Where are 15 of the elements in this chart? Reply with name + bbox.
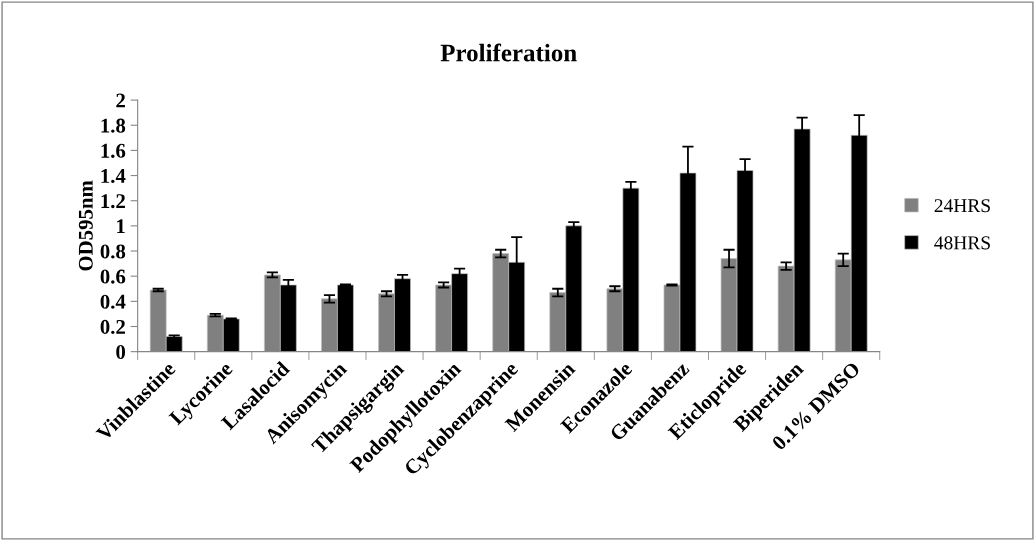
y-tick-label: 0 [116, 345, 126, 360]
y-tick-label: 0.6 [100, 269, 126, 284]
chart-title: Proliferation [440, 43, 577, 62]
legend-label: 48HRS [934, 236, 990, 250]
y-tick-label: 1 [117, 219, 125, 234]
y-tick-label: 0.8 [100, 244, 126, 259]
y-tick-label: 1.4 [101, 169, 126, 184]
y-tick-label: 0.2 [100, 319, 125, 335]
legend-label: 24HRS [934, 199, 990, 213]
y-axis-title: OD595nm [78, 180, 93, 271]
y-tick-label: 1.2 [101, 194, 125, 209]
y-tick-label: 1.8 [101, 118, 126, 133]
y-tick-label: 1.6 [101, 143, 126, 158]
y-tick-label: 2 [116, 93, 125, 108]
y-tick-label: 0.4 [100, 294, 126, 309]
